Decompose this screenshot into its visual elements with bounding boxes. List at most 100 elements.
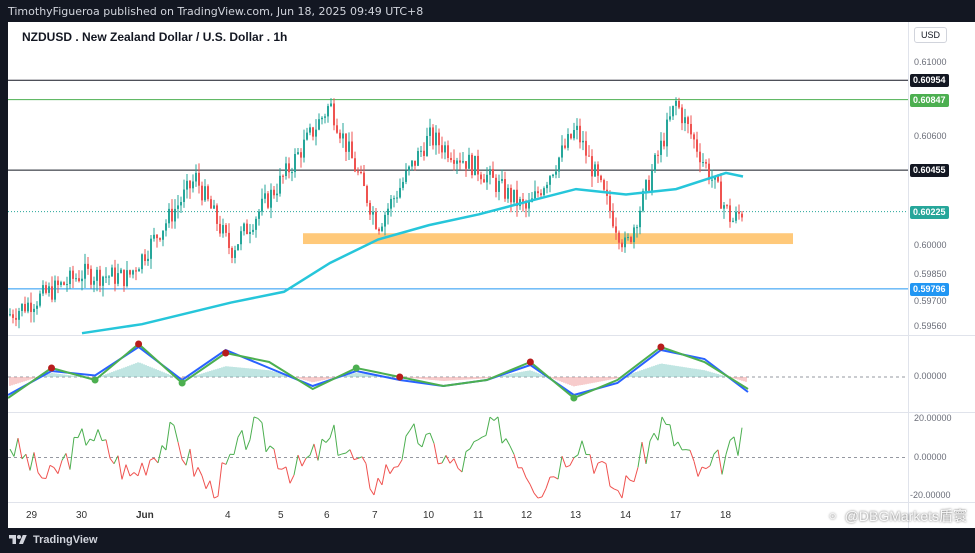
momentum-segment [189, 448, 195, 477]
candle-body [342, 133, 344, 139]
momentum-segment [397, 459, 403, 467]
candle-body [72, 270, 74, 279]
momentum-segment [497, 416, 503, 444]
candle-body [546, 184, 548, 189]
candle-body [81, 278, 83, 282]
momentum-segment [317, 439, 323, 461]
candle-body [438, 132, 440, 146]
candle-body [273, 189, 275, 196]
momentum-segment [413, 423, 419, 444]
candle-body [315, 129, 317, 137]
crossover-dot [91, 376, 99, 384]
candle-body [510, 187, 512, 203]
currency-button[interactable]: USD [913, 27, 947, 43]
candle-body [21, 303, 23, 311]
momentum-segment [93, 429, 99, 442]
candle-body [360, 172, 362, 174]
price-tick-label: 0.60600 [914, 131, 947, 141]
level-tag: 0.60225 [910, 205, 949, 219]
candle-body [18, 310, 20, 320]
candle-body [372, 211, 374, 215]
momentum-segment [653, 432, 659, 441]
candle-body [237, 244, 239, 251]
time-tick-label: Jun [136, 510, 154, 521]
momentum-segment [29, 452, 35, 471]
time-tick-label: 6 [324, 510, 330, 521]
momentum-segment [613, 488, 619, 492]
pane-divider-1[interactable] [8, 335, 975, 336]
candle-body [396, 197, 398, 199]
momentum-segment [685, 449, 691, 451]
candle-body [387, 208, 389, 215]
momentum-segment [541, 488, 547, 498]
momentum-segment [221, 462, 227, 465]
candle-body [522, 199, 524, 203]
momentum-segment [97, 429, 103, 441]
candle-body [636, 227, 638, 229]
momentum-segment [509, 445, 515, 455]
momentum-segment [241, 430, 247, 450]
candle-body [681, 107, 683, 124]
momentum-segment [65, 453, 71, 470]
momentum-segment [53, 467, 59, 474]
candle-body [261, 198, 263, 212]
momentum-segment [417, 443, 423, 448]
publisher-info: TimothyFigueroa published on TradingView… [8, 5, 424, 18]
candle-body [267, 193, 269, 208]
chart-canvas[interactable] [8, 22, 975, 528]
candle-body [603, 180, 605, 190]
candle-body [663, 140, 665, 147]
candle-body [612, 211, 614, 227]
momentum-segment [117, 455, 123, 480]
momentum-segment [305, 454, 311, 459]
momentum-segment [225, 454, 231, 465]
momentum-segment [461, 451, 467, 473]
candle-body [381, 226, 383, 232]
candle-body [453, 159, 455, 164]
momentum-segment [9, 448, 15, 457]
momentum-segment [113, 455, 119, 464]
candle-body [630, 237, 632, 243]
momentum-segment [309, 443, 315, 456]
candle-body [558, 157, 560, 172]
candle-body [192, 181, 194, 189]
momentum-segment [153, 457, 159, 464]
momentum-segment [301, 458, 307, 467]
time-tick-label: 4 [225, 510, 231, 521]
candle-body [216, 205, 218, 224]
pane-divider-2[interactable] [8, 412, 975, 413]
candle-body [246, 223, 248, 235]
candle-body [234, 250, 236, 258]
crossover-dot [178, 379, 186, 387]
candle-body [27, 302, 29, 312]
candle-body [648, 179, 650, 191]
tradingview-logo[interactable]: TradingView [8, 533, 98, 547]
watermark-text: @DBGMarkets盾寰 [844, 508, 967, 524]
momentum-segment [421, 434, 427, 448]
momentum-segment [105, 439, 111, 459]
candle-body [228, 232, 230, 249]
chart-title[interactable]: NZDUSD . New Zealand Dollar / U.S. Dolla… [22, 30, 288, 44]
candle-body [696, 139, 698, 152]
candle-body [36, 305, 38, 309]
price-scale-separator [908, 22, 909, 528]
momentum-segment [253, 416, 259, 419]
candle-body [402, 181, 404, 188]
candle-body [312, 127, 314, 137]
candle-body [378, 228, 380, 232]
momentum-segment [373, 478, 379, 496]
candle-body [675, 100, 677, 106]
candle-body [552, 174, 554, 177]
momentum-segment [21, 453, 27, 460]
momentum-segment [425, 432, 431, 435]
candle-body [414, 160, 416, 166]
candle-body [468, 154, 470, 169]
momentum-segment [133, 472, 139, 477]
candle-body [66, 284, 68, 286]
momentum-segment [237, 430, 243, 438]
candle-body [615, 226, 617, 233]
candle-body [699, 151, 701, 163]
candle-body [303, 139, 305, 158]
momentum-segment [269, 445, 275, 450]
candle-body [669, 116, 671, 120]
